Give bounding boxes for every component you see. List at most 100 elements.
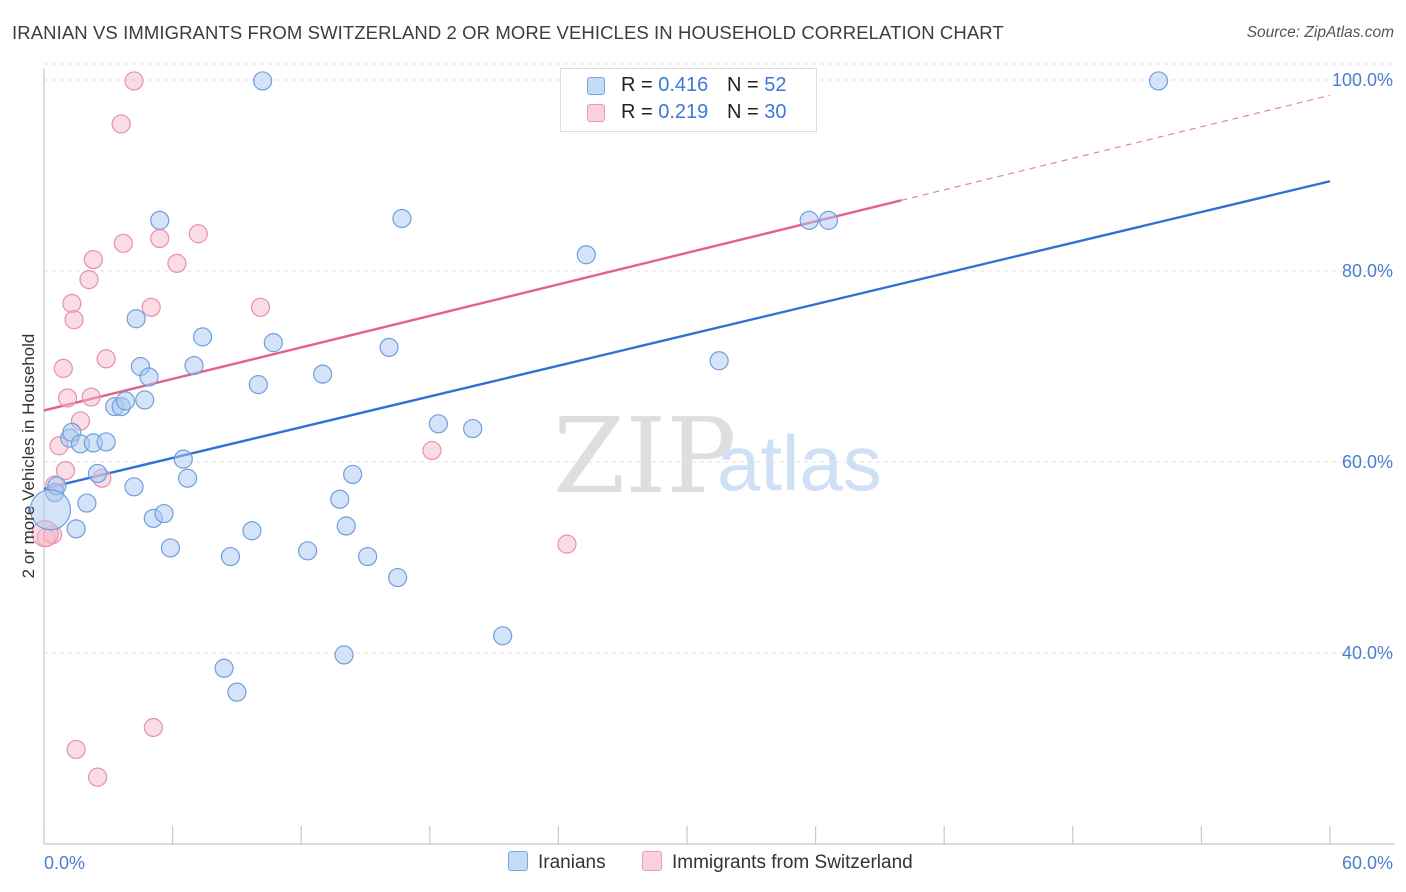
point-iranians bbox=[115, 391, 136, 411]
point-iranians bbox=[193, 327, 213, 347]
point-switzerland bbox=[64, 310, 84, 330]
point-iranians bbox=[799, 210, 819, 230]
bottom-legend-iranians: Iranians bbox=[508, 851, 606, 874]
legend-r-value: 0.416 bbox=[658, 74, 709, 96]
point-iranians bbox=[330, 489, 350, 509]
point-iranians bbox=[124, 477, 144, 497]
point-switzerland bbox=[57, 388, 78, 408]
bottom-legend-switzerland: Immigrants from Switzerland bbox=[642, 851, 913, 874]
point-switzerland bbox=[188, 224, 208, 244]
point-iranians bbox=[135, 390, 155, 410]
point-iranians bbox=[242, 521, 262, 541]
point-iranians bbox=[1148, 71, 1169, 91]
x-tick-label: 60.0% bbox=[1342, 853, 1393, 873]
y-axis-label: 2 or more Vehicles in Household bbox=[19, 334, 38, 579]
point-iranians bbox=[248, 375, 268, 395]
point-iranians bbox=[709, 351, 729, 371]
point-switzerland bbox=[113, 233, 133, 253]
point-switzerland bbox=[66, 739, 86, 760]
legend-r-label: R = 0.416 bbox=[621, 74, 709, 96]
point-iranians bbox=[334, 645, 354, 665]
bottom-legend-swatch-iranians bbox=[508, 851, 528, 871]
series-switzerland-points bbox=[31, 71, 755, 787]
legend-n-label: N = 52 bbox=[727, 74, 787, 96]
point-switzerland bbox=[79, 269, 99, 290]
point-iranians bbox=[358, 546, 378, 567]
legend-swatch-switzerland bbox=[587, 104, 605, 122]
bottom-legend-swatch-switzerland bbox=[642, 851, 662, 871]
point-switzerland bbox=[83, 249, 103, 270]
point-iranians bbox=[463, 418, 483, 439]
point-iranians bbox=[87, 463, 108, 484]
point-switzerland bbox=[62, 293, 82, 314]
point-iranians bbox=[388, 567, 408, 588]
point-switzerland bbox=[143, 717, 163, 738]
legend-r-label: R = 0.219 bbox=[621, 101, 709, 123]
point-iranians bbox=[379, 337, 399, 357]
point-switzerland bbox=[167, 253, 187, 273]
point-iranians bbox=[313, 364, 333, 384]
y-tick-label: 80.0% bbox=[1342, 261, 1393, 281]
point-switzerland bbox=[55, 460, 76, 481]
watermark-atlas: atlas bbox=[717, 419, 882, 507]
bottom-legend-label-iranians: Iranians bbox=[538, 852, 606, 873]
watermark: ZIP atlas bbox=[553, 395, 882, 517]
point-switzerland bbox=[557, 534, 577, 554]
point-iranians bbox=[336, 516, 356, 536]
point-iranians bbox=[298, 541, 318, 561]
point-switzerland bbox=[87, 767, 108, 787]
trendline-iranians bbox=[43, 180, 1331, 490]
y-tick-label: 60.0% bbox=[1342, 452, 1393, 472]
point-iranians bbox=[428, 414, 448, 434]
point-iranians bbox=[126, 309, 146, 329]
point-iranians bbox=[220, 546, 241, 567]
tick-labels: 40.0% 60.0% 80.0% 100.0% 0.0% 60.0% bbox=[44, 70, 1393, 873]
point-iranians bbox=[160, 538, 181, 558]
series-iranians-points bbox=[29, 71, 1169, 702]
point-iranians bbox=[253, 71, 273, 91]
trendline-switzerland-extension bbox=[901, 94, 1331, 201]
point-iranians bbox=[150, 210, 170, 230]
chart-title: IRANIAN VS IMMIGRANTS FROM SWITZERLAND 2… bbox=[12, 22, 1004, 43]
point-switzerland bbox=[111, 114, 131, 134]
point-iranians bbox=[154, 503, 174, 524]
legend-r-value: 0.219 bbox=[658, 101, 709, 123]
point-switzerland bbox=[53, 358, 73, 379]
legend-correlation: R = 0.416 N = 52 R = 0.219 N = 30 bbox=[560, 68, 817, 132]
point-iranians bbox=[139, 367, 159, 387]
y-tick-label: 100.0% bbox=[1332, 70, 1393, 90]
point-iranians bbox=[493, 626, 513, 646]
point-iranians bbox=[818, 210, 839, 230]
point-iranians bbox=[263, 333, 283, 353]
point-iranians bbox=[227, 682, 247, 702]
watermark-zip: ZIP bbox=[553, 395, 736, 517]
point-switzerland bbox=[141, 297, 161, 317]
point-iranians bbox=[173, 449, 193, 469]
point-switzerland bbox=[124, 71, 144, 91]
point-switzerland bbox=[250, 297, 271, 317]
point-iranians bbox=[576, 245, 596, 265]
point-iranians bbox=[66, 519, 86, 539]
point-iranians bbox=[96, 432, 116, 452]
point-switzerland bbox=[81, 387, 101, 407]
bottom-legend-label-switzerland: Immigrants from Switzerland bbox=[672, 852, 913, 873]
legend-n-value: 52 bbox=[764, 74, 787, 96]
legend-n-label: N = 30 bbox=[727, 101, 787, 123]
legend-n-value: 30 bbox=[764, 101, 787, 123]
point-iranians bbox=[184, 355, 204, 376]
point-iranians bbox=[77, 493, 97, 513]
point-iranians bbox=[178, 468, 198, 488]
legend-swatch-iranians bbox=[587, 77, 605, 95]
axes bbox=[43, 68, 1395, 845]
point-switzerland bbox=[422, 440, 442, 461]
point-iranians bbox=[29, 489, 72, 531]
x-tick-label: 0.0% bbox=[44, 853, 85, 873]
trendline-switzerland bbox=[43, 199, 902, 412]
trend-lines bbox=[43, 94, 1331, 490]
chart-source: Source: ZipAtlas.com bbox=[1246, 24, 1394, 41]
point-iranians bbox=[343, 464, 363, 485]
point-iranians bbox=[214, 658, 234, 678]
y-tick-label: 40.0% bbox=[1342, 643, 1393, 663]
point-switzerland bbox=[96, 349, 116, 369]
